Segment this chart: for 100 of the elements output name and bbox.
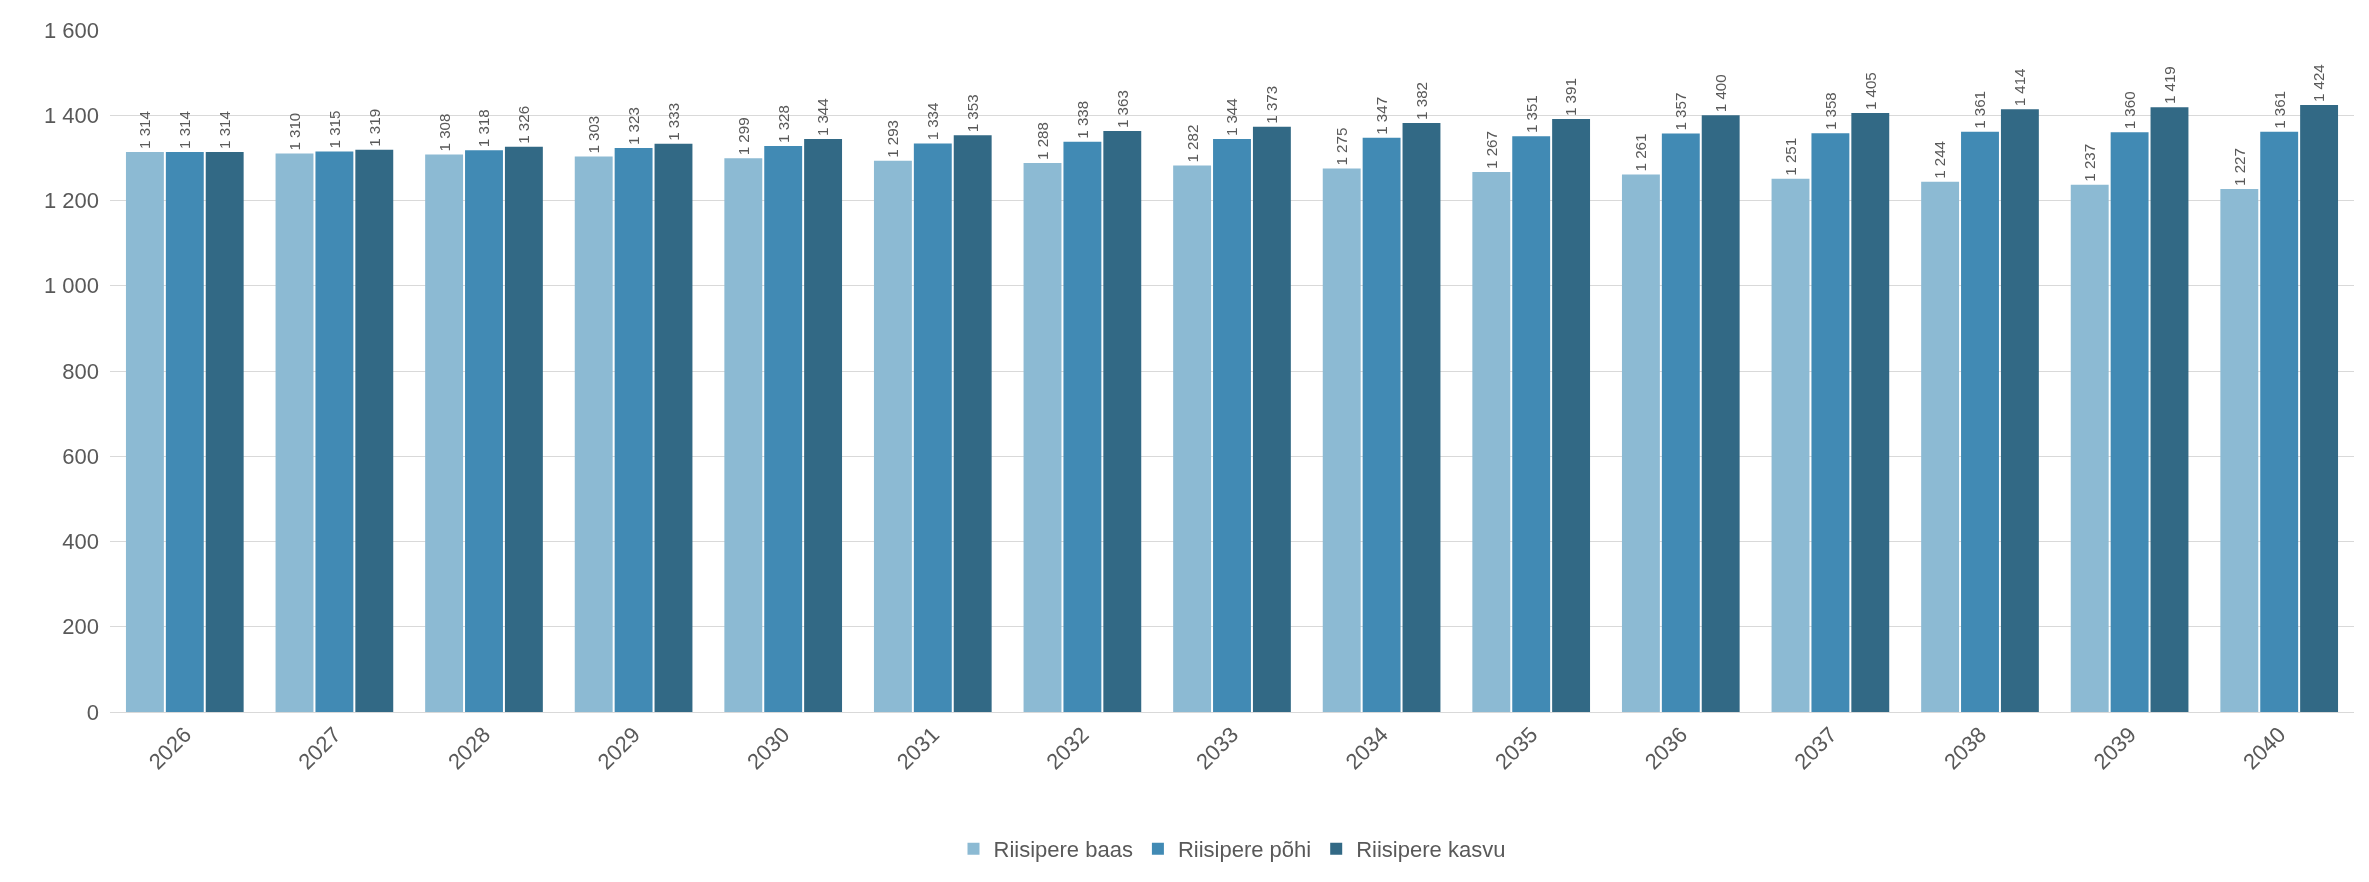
data-label: 1 261 [1632, 133, 1650, 172]
data-label: 1 382 [1412, 82, 1430, 120]
bar [355, 149, 394, 712]
data-label: 1 315 [325, 110, 343, 149]
data-label: 1 358 [1821, 92, 1839, 131]
bar [654, 143, 693, 712]
data-label: 1 303 [585, 115, 603, 154]
data-label: 1 344 [814, 98, 832, 137]
data-label: 1 391 [1562, 78, 1580, 117]
bar [804, 139, 843, 712]
data-label: 1 237 [2081, 143, 2099, 182]
y-tick-label: 200 [62, 614, 99, 640]
y-tick-label: 0 [86, 699, 99, 725]
data-label: 1 314 [216, 111, 234, 149]
data-label: 1 405 [1861, 72, 1879, 111]
y-tick-label: 1 000 [43, 273, 99, 299]
data-label: 1 267 [1482, 131, 1500, 169]
bar [2150, 107, 2189, 712]
bar [1063, 141, 1102, 712]
bar [724, 158, 763, 712]
bar [1322, 168, 1361, 712]
bar [1771, 178, 1810, 712]
data-label: 1 414 [2011, 68, 2029, 107]
data-label: 1 288 [1033, 122, 1051, 160]
bar [873, 160, 912, 712]
data-label: 1 299 [734, 117, 752, 156]
data-label: 1 363 [1113, 90, 1131, 128]
data-label: 1 333 [664, 102, 682, 141]
data-label: 1 357 [1672, 92, 1690, 131]
data-label: 1 328 [774, 105, 792, 143]
y-tick-label: 1 200 [43, 188, 99, 214]
bar [1851, 113, 1890, 712]
bar [465, 150, 503, 712]
bar [574, 156, 613, 712]
bar [1552, 119, 1591, 712]
data-label: 1 275 [1333, 127, 1351, 166]
bar [125, 151, 164, 712]
data-label: 1 293 [884, 119, 902, 158]
data-label: 1 319 [365, 108, 383, 147]
bar [205, 151, 244, 712]
data-label: 1 344 [1223, 98, 1241, 137]
data-label: 1 318 [475, 109, 493, 148]
data-label: 1 282 [1183, 124, 1201, 163]
data-label: 1 361 [2270, 90, 2288, 129]
bar [1362, 137, 1401, 712]
y-tick-label: 400 [62, 529, 99, 555]
bar [2000, 109, 2039, 712]
data-label: 1 314 [136, 111, 154, 149]
bar [2220, 188, 2259, 712]
y-tick-label: 800 [62, 358, 99, 384]
data-label: 1 400 [1712, 74, 1730, 113]
legend-label: Riisipere baas [993, 837, 1133, 863]
data-label: 1 310 [285, 112, 303, 151]
bar [504, 146, 543, 712]
bar [2260, 131, 2299, 712]
data-label: 1 353 [964, 94, 982, 133]
data-label: 1 424 [2310, 64, 2328, 103]
data-label: 1 419 [2160, 66, 2178, 105]
data-label: 1 338 [1073, 100, 1091, 139]
bar [953, 135, 992, 712]
data-label: 1 373 [1263, 85, 1281, 124]
y-tick-label: 600 [62, 443, 99, 469]
bar [1701, 115, 1740, 712]
bar [275, 153, 314, 712]
bar [165, 151, 204, 712]
legend-label: Riisipere põhi [1177, 837, 1312, 863]
data-label: 1 244 [1931, 141, 1949, 179]
data-label: 1 351 [1522, 95, 1540, 134]
bar [1173, 165, 1212, 712]
bar [1402, 122, 1441, 712]
bar [1103, 131, 1142, 712]
y-tick-label: 1 600 [43, 17, 99, 43]
bar [1811, 133, 1850, 712]
data-label: 1 361 [1971, 90, 1989, 129]
data-label: 1 323 [625, 107, 643, 146]
data-label: 1 227 [2230, 148, 2248, 186]
bar [614, 148, 653, 712]
bar [1213, 139, 1251, 712]
bar [764, 145, 803, 712]
bar [1621, 174, 1660, 712]
data-label: 1 347 [1373, 96, 1391, 135]
data-label: 1 251 [1781, 137, 1799, 176]
bar [1961, 131, 1999, 712]
y-tick-label: 1 400 [43, 102, 99, 128]
bar [2070, 184, 2109, 712]
bar [1023, 162, 1062, 712]
data-label: 1 314 [176, 111, 194, 149]
bar [1512, 136, 1551, 712]
bar [2300, 105, 2339, 712]
bar [315, 151, 354, 712]
data-label: 1 326 [515, 105, 533, 144]
bar [2110, 132, 2149, 712]
bar [1252, 126, 1291, 712]
data-label: 1 360 [2121, 91, 2139, 130]
bar [425, 154, 464, 712]
bar [1472, 171, 1511, 712]
data-label: 1 308 [435, 113, 453, 152]
bar [1921, 181, 1960, 712]
legend-label: Riisipere kasvu [1356, 837, 1506, 863]
bar [913, 143, 952, 712]
